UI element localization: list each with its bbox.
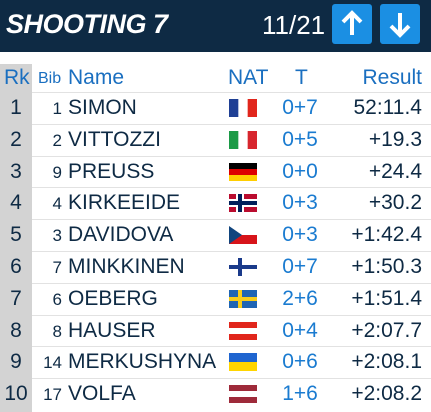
flag-cell [229,99,258,117]
rank: 5 [10,223,22,247]
up-button[interactable] [332,4,372,44]
shooting: 0+4 [282,318,318,342]
flag [229,130,258,149]
rank: 6 [10,255,22,278]
name: MERKUSHYNA [68,350,217,374]
rank: 10 [4,382,28,406]
bib: 3 [52,226,62,246]
result: +2:08.1 [351,350,422,374]
row-separator [32,187,431,189]
shooting: 0+3 [282,191,318,215]
flag [229,321,257,341]
result: +2:07.7 [351,318,422,342]
rank: 9 [10,350,22,374]
shooting: 0+0 [282,159,318,183]
rank: 4 [10,191,22,215]
flag-cell [229,226,257,245]
col-header: Bib [38,70,62,87]
flag [229,194,257,213]
result: +1:51.4 [351,286,422,310]
flag-cell [229,130,258,149]
flag-cell [229,194,257,213]
name: VITTOZZI [68,127,161,151]
shooting: 0+7 [282,255,318,278]
rank: 7 [10,286,22,310]
row-separator [32,155,431,157]
result: 52:11.4 [353,96,422,119]
row-separator [32,123,431,125]
row-separator [32,219,431,221]
down-button[interactable] [380,4,420,44]
flag-cell [229,321,257,341]
name: SIMON [68,96,137,119]
flag [229,289,257,308]
bib: 7 [52,258,62,277]
bib: 2 [52,130,62,150]
shooting: 0+6 [282,350,318,374]
bib: 4 [52,194,62,214]
rank: 1 [10,96,22,119]
counter: 11/21 [262,10,326,40]
name: OEBERG [68,286,158,310]
bib: 8 [52,321,62,341]
bib: 17 [43,385,62,405]
result: +30.2 [368,191,422,215]
flag [229,385,257,404]
shooting: 2+6 [282,286,318,310]
header-bar: SHOOTING 7 11/21 [0,0,431,52]
rank: 2 [10,127,22,151]
title: SHOOTING 7 [6,9,168,39]
name: KIRKEEIDE [68,191,181,215]
name: MINKKINEN [68,255,185,278]
row-separator [32,314,431,316]
col-header: Result [362,66,422,89]
result: +2:08.2 [351,382,422,406]
rank: 8 [10,318,22,342]
flag [229,258,257,276]
up-arrow [341,10,363,35]
flag-cell [229,385,257,404]
col-header: Name [68,66,125,89]
shooting: 1+6 [282,382,318,406]
bib: 9 [52,162,62,182]
shooting: 0+5 [282,127,318,151]
flag-cell [229,162,257,182]
row-separator [32,282,431,284]
bib: 6 [52,289,62,309]
flag [229,226,257,245]
name: DAVIDOVA [68,223,174,247]
name: VOLFA [68,382,136,406]
row-separator [32,92,431,93]
row-separator [32,378,431,380]
name: PREUSS [68,159,155,183]
flag [229,162,257,182]
row-separator [32,346,431,348]
bib: 14 [43,353,62,373]
rank: 3 [10,159,22,183]
down-arrow [389,13,411,38]
flag [229,353,257,372]
shooting: 0+7 [282,96,318,119]
result: +1:50.3 [351,255,422,278]
name: HAUSER [68,318,156,342]
result: +19.3 [368,127,422,151]
flag-cell [229,289,257,308]
result: +24.4 [368,159,422,183]
result: +1:42.4 [351,223,422,247]
col-header: T [295,66,308,89]
col-header: NAT [228,66,269,89]
shooting: 0+3 [282,223,318,247]
flag [229,99,258,117]
flag-cell [229,258,257,276]
row-separator [32,251,431,252]
rank-column-bg [0,64,32,412]
flag-cell [229,353,257,372]
bib: 1 [52,99,62,118]
col-header: Rk [4,66,30,89]
